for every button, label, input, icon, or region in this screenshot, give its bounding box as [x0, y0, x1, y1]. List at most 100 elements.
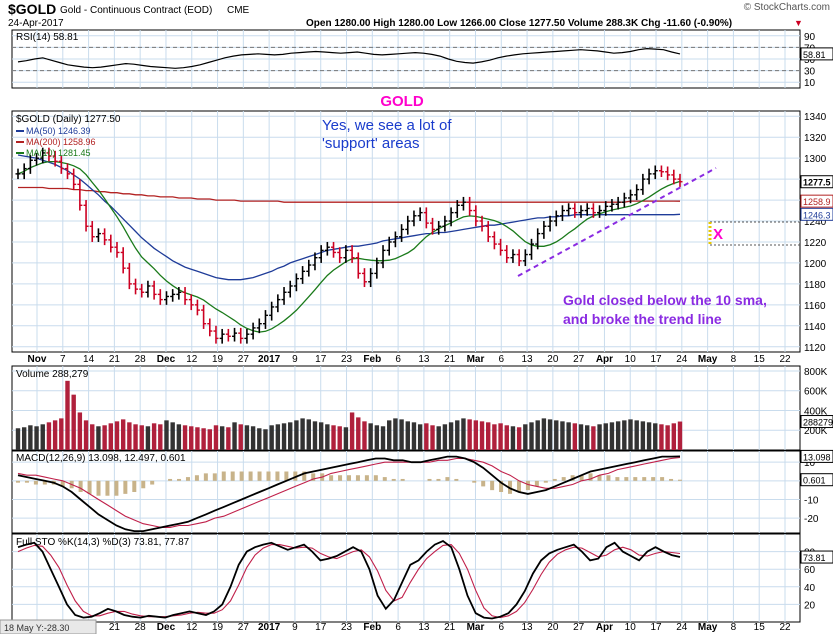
macd-histogram-bar — [302, 471, 307, 481]
price-y-tick: 1300 — [804, 154, 827, 165]
macd-histogram-bar — [248, 471, 253, 481]
x-axis-label-bottom: 22 — [779, 622, 791, 633]
annotation-note1-line1: Yes, we see a lot of — [322, 117, 452, 134]
macd-histogram-bar — [597, 475, 602, 481]
volume-bar — [492, 424, 497, 450]
price-tag-ma200 — [800, 194, 833, 208]
volume-bar — [189, 426, 194, 450]
macd-y-tick: -20 — [804, 514, 819, 525]
annotation-note2-line1: Gold closed below the 10 sma, — [563, 292, 767, 308]
macd-panel-frame — [11, 450, 801, 534]
volume-bar — [65, 380, 70, 450]
macd-histogram-bar — [543, 480, 548, 483]
sto-d-line — [17, 544, 681, 619]
volume-bar — [566, 422, 571, 450]
x-axis-label: 6 — [395, 354, 401, 365]
sto-k-line — [17, 539, 681, 620]
volume-bar — [578, 424, 584, 450]
x-axis-label-bottom: 17 — [315, 622, 327, 633]
x-axis-label: 28 — [135, 354, 147, 365]
sto-tag: 73.81 — [803, 553, 826, 563]
volume-bar — [164, 420, 169, 450]
x-axis-label: 12 — [186, 354, 198, 365]
x-axis-label: Feb — [363, 354, 381, 365]
x-axis-label: Apr — [596, 354, 613, 365]
volume-bar — [671, 423, 677, 450]
macd-histogram-bar — [114, 480, 119, 496]
volume-bar — [529, 422, 534, 450]
volume-bar — [417, 424, 423, 450]
macd-histogram-bar — [373, 475, 378, 481]
volume-y-tick: 400K — [804, 406, 828, 417]
x-axis-label-bottom: 9 — [292, 622, 298, 633]
contract-name: Gold - Continuous Contract (EOD) — [60, 5, 212, 16]
volume-bar — [387, 420, 392, 450]
volume-bar — [597, 424, 602, 450]
volume-bar — [151, 423, 157, 450]
macd-histogram-bar — [141, 480, 146, 489]
volume-bar — [535, 420, 540, 450]
macd-histogram-bar — [382, 477, 387, 481]
macd-histogram-bar — [96, 480, 101, 496]
x-axis-label-bottom: 27 — [573, 622, 585, 633]
annotation-note1-line2: 'support' areas — [322, 135, 419, 152]
volume-bar — [40, 424, 45, 450]
volume-bar — [374, 425, 380, 450]
price-y-tick: 1200 — [804, 259, 827, 270]
x-axis-label-bottom: 15 — [754, 622, 766, 633]
macd-y-tick: 10 — [804, 458, 816, 469]
price-tag-close — [800, 175, 833, 189]
x-axis-label-bottom: 21 — [444, 622, 456, 633]
volume-bar — [547, 419, 553, 450]
volume-bar — [158, 424, 163, 450]
annotation-title: GOLD — [380, 93, 423, 110]
x-axis-label: 27 — [573, 354, 585, 365]
x-axis-label: 22 — [779, 354, 791, 365]
volume-bar — [399, 419, 404, 450]
x-axis-label: 13 — [522, 354, 534, 365]
macd-histogram-bar — [588, 473, 593, 481]
volume-bar — [238, 424, 243, 450]
volume-bar — [145, 426, 151, 450]
x-axis-label: 7 — [60, 354, 66, 365]
ma10-line — [17, 160, 681, 333]
macd-histogram-bar — [203, 473, 208, 481]
volume-bar — [219, 426, 225, 450]
volume-bar — [411, 422, 417, 450]
rsi-last-value-box — [800, 47, 833, 61]
volume-bar — [343, 427, 349, 450]
x-axis-label-bottom: Mar — [467, 622, 485, 633]
macd-histogram-bar — [329, 475, 334, 481]
x-axis-label-bottom: 20 — [547, 622, 559, 633]
rsi-line — [17, 47, 681, 69]
x-axis-label: 21 — [109, 354, 121, 365]
volume-bar — [201, 428, 206, 450]
macd-histogram-bar — [400, 478, 405, 481]
x-axis-label-bottom: Dec — [157, 622, 176, 633]
macd-histogram-bar — [16, 480, 20, 483]
macd-histogram-bar — [454, 478, 459, 481]
x-axis-label-bottom: 27 — [238, 622, 250, 633]
macd-histogram-bar — [633, 477, 638, 481]
macd-histogram-bar — [678, 479, 682, 481]
macd-histogram-bar — [123, 480, 128, 494]
macd-histogram-bar — [472, 480, 477, 483]
x-axis-label-bottom: Feb — [363, 622, 381, 633]
volume-bar — [572, 423, 578, 450]
volume-bar — [665, 425, 670, 450]
volume-bar — [349, 412, 355, 450]
ma50-line — [17, 154, 681, 281]
x-axis-label-bottom: 19 — [212, 622, 224, 633]
volume-bar — [486, 422, 491, 450]
price-y-tick: 1180 — [804, 280, 826, 291]
macd-histogram-bar — [660, 477, 665, 481]
volume-bar — [300, 418, 305, 450]
macd-histogram-bar — [105, 480, 110, 496]
volume-bar — [71, 394, 76, 450]
volume-y-tick: 600K — [804, 387, 828, 398]
volume-bar — [504, 425, 509, 450]
x-axis-label-bottom: 21 — [109, 622, 121, 633]
macd-histogram-bar — [150, 480, 155, 485]
macd-histogram-bar — [221, 471, 226, 481]
macd-histogram-bar — [132, 480, 137, 492]
